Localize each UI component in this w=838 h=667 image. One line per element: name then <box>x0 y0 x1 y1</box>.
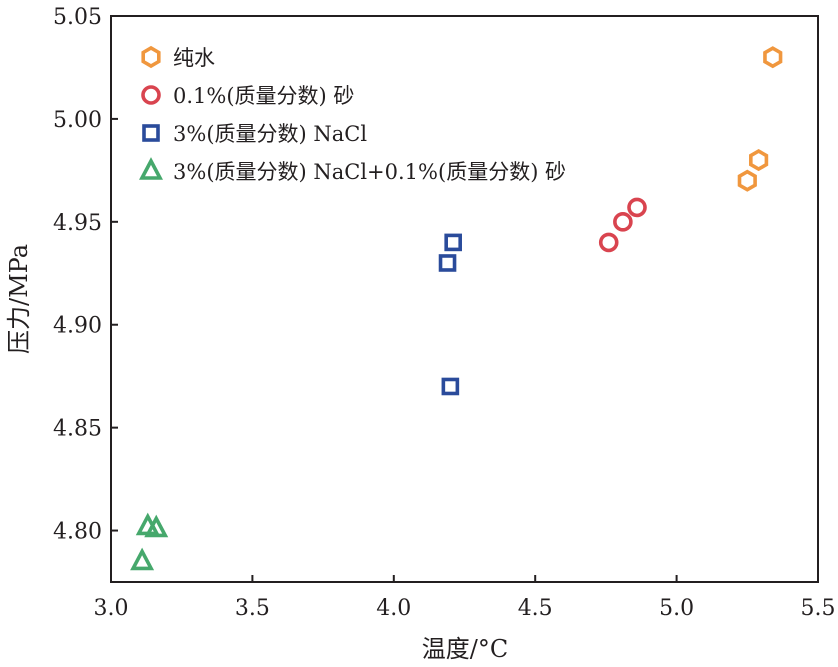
data-point-series-3 <box>438 254 457 272</box>
data-point-series-3 <box>441 377 460 396</box>
data-point-series-4 <box>144 514 169 538</box>
data-point-series-3 <box>444 233 462 252</box>
y-axis: 4.80 4.85 4.90 4.95 5.00 5.05 <box>53 5 118 545</box>
x-tick-label: 4.5 <box>518 596 553 621</box>
x-tick-label: 3.5 <box>235 596 270 621</box>
x-tick-label: 5.0 <box>659 596 694 621</box>
legend-marker-3 <box>142 124 160 142</box>
legend-label-3: 3%(质量分数) NaCl <box>173 122 367 146</box>
data-point-series-1 <box>749 148 769 172</box>
data-point-series-2 <box>613 212 633 232</box>
data-point-series-4 <box>130 547 155 571</box>
y-tick-label: 5.05 <box>53 5 102 30</box>
x-axis-label: 温度/°C <box>422 635 508 663</box>
y-axis-label: 压力/MPa <box>5 244 33 354</box>
data-point-series-1 <box>737 169 757 192</box>
legend-label-1: 纯水 <box>173 46 215 70</box>
legend-marker-4 <box>139 157 163 180</box>
legend-marker-1 <box>141 45 161 69</box>
y-tick-label: 4.90 <box>53 314 102 339</box>
plot-frame <box>110 15 819 583</box>
data-point-series-1 <box>763 46 783 69</box>
y-tick-label: 4.80 <box>53 520 102 545</box>
data-point-series-2 <box>598 232 619 253</box>
legend: 纯水 0.1%(质量分数) 砂 3%(质量分数) NaCl 3%(质量分数) NaCl… <box>139 45 566 184</box>
plot-area <box>110 15 819 583</box>
x-tick-label: 3.0 <box>94 596 129 621</box>
legend-label-2: 0.1%(质量分数) 砂 <box>173 84 354 108</box>
x-axis: 3.0 3.5 4.0 4.5 5.0 5.5 <box>94 575 836 621</box>
legend-label-4: 3%(质量分数) NaCl+0.1%(质量分数) 砂 <box>173 160 566 184</box>
y-tick-label: 4.85 <box>53 417 102 442</box>
legend-marker-2 <box>141 85 161 105</box>
x-tick-label: 5.5 <box>801 596 836 621</box>
data-point-series-2 <box>627 197 647 218</box>
y-tick-label: 4.95 <box>53 211 102 236</box>
y-tick-label: 5.00 <box>53 108 102 133</box>
x-tick-label: 4.0 <box>376 596 411 621</box>
data-points <box>130 46 783 571</box>
